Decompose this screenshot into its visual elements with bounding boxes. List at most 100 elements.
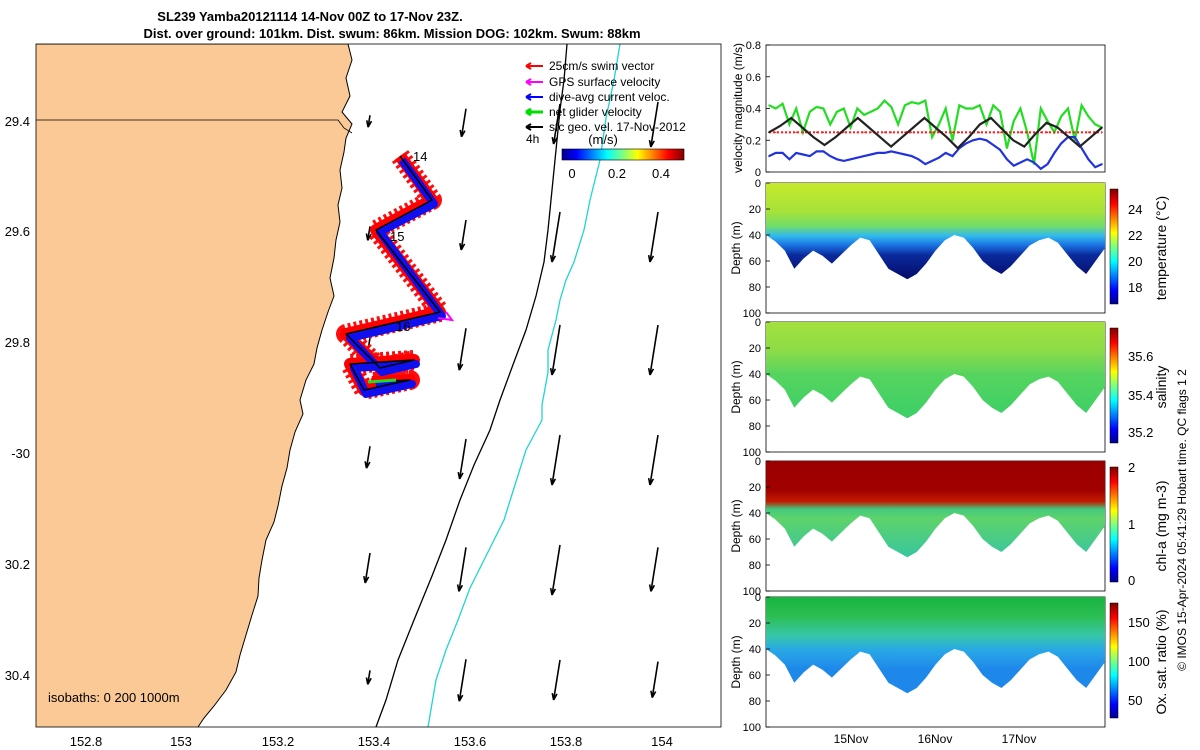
series-point [985,131,988,134]
series-point [1019,161,1022,164]
series-point [863,114,865,116]
series-point [956,147,959,149]
series-point [979,123,981,126]
x-tick: 16Nov [918,732,953,746]
depth-tick-label: 60 [749,395,761,407]
temperature-ylabel: Depth (m) [729,221,743,274]
depth-tick-label: 60 [749,256,761,268]
series-point [978,104,981,107]
series-point [879,136,881,138]
oxygen-ylabel: Depth (m) [729,635,743,688]
series-point [815,131,818,134]
legend-label: GPS surface velocity [549,75,660,89]
depth-tick-label: 0 [755,317,761,329]
series-point [781,102,784,105]
chla-colorbar [1109,466,1119,583]
colorbar-tick: 0.2 [608,166,626,181]
depth-tick-label: 20 [749,618,761,630]
footer-copyright: © IMOS 15-Apr-2024 05:41:29 Hobart time.… [1175,369,1189,671]
y-tick-label: 0.2 [746,135,761,147]
series-point [870,110,872,113]
series-point [775,152,777,154]
geo-velocity-arrow [647,434,659,486]
series-point [904,104,906,107]
salinity-cbar-label: salinity [1153,366,1169,409]
series-point [901,136,903,138]
depth-tick-label: 80 [749,421,761,433]
depth-tick-label: 20 [749,482,761,494]
lat-tick: 30.4 [5,668,30,683]
series-point [1080,131,1083,134]
lat-tick: 29.4 [5,114,30,129]
depth-tick-label: 60 [749,670,761,682]
series-point [781,152,784,154]
series-point [1006,147,1008,149]
series-point [1012,164,1015,167]
depth-tick-label: 40 [749,508,761,520]
geo-velocity-arrow [365,226,372,241]
salinity-panel: Depth (m) 35.2 35.4 35.6 salinity [729,321,1169,453]
series-point [992,131,995,134]
depth-tick-label: 100 [743,586,761,598]
series-point [897,123,899,126]
depth-tick-label: 40 [749,230,761,242]
series-point [924,99,927,102]
depth-tick-label: 80 [749,560,761,572]
series-point [795,107,797,110]
series-point [951,155,954,157]
series-point [910,155,913,157]
profile-heatmaps: Depth (m) 18 20 22 24 temperature (°C) D… [729,178,1169,746]
series-point [978,131,981,134]
series-point [1101,131,1103,134]
geo-velocity-arrow [363,552,371,584]
colorbar-title: (m/s) [588,132,618,147]
geo-velocity-arrow [364,446,371,469]
series-point [829,155,831,157]
series-point [931,160,933,162]
temperature-field [766,183,1105,280]
series-point [1019,131,1022,134]
depth-tick-label: 0 [755,456,761,468]
series-point [890,145,892,148]
series-point [944,152,947,154]
series-point [1080,104,1083,107]
depth-tick-label: 40 [749,644,761,656]
geo-velocity-arrow [647,211,659,263]
cbar-tick: 24 [1128,202,1142,217]
series-point [788,131,791,134]
lat-tick: 29.6 [5,224,30,239]
series-point [890,106,893,108]
series-point [912,126,915,129]
temperature-cbar-label: temperature (°C) [1153,196,1169,300]
chla-ylabel: Depth (m) [729,499,743,552]
geo-velocity-arrow [457,438,467,480]
series-point [897,152,899,154]
legend-label: net glider velocity [549,105,642,119]
series-point [856,131,859,134]
salinity-field [766,322,1105,419]
lon-tick: 152.8 [70,734,103,749]
series-point [968,136,970,138]
land-mass [36,44,352,727]
series-point [883,99,886,102]
series-point [931,136,933,138]
series-point [951,139,954,142]
series-point [904,153,906,156]
lon-axis: 152.8 153 153.2 153.4 153.6 153.8 154 [70,734,673,749]
series-point [944,131,947,134]
series-point [843,107,845,110]
series-point [836,158,838,161]
series-point [856,156,859,159]
series-point [999,131,1001,134]
velocity-ylabel: velocity magnitude (m/s) [731,43,745,173]
geo-velocity-arrow [456,547,467,592]
series-point [809,155,811,157]
title-line-2: Dist. over ground: 101km. Dist. swum: 86… [143,26,640,41]
lon-tick: 153.8 [550,734,583,749]
series-point [1040,131,1042,134]
series-point [868,126,870,129]
chla-field [766,461,1105,558]
y-tick-label: 0.8 [746,40,761,52]
cbar-tick: 35.6 [1128,349,1153,364]
y-tick-label: 0 [755,167,761,179]
